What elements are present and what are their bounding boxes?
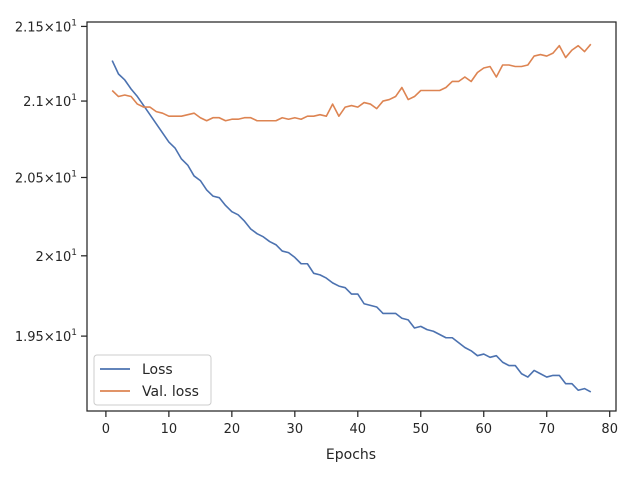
y-tick-label: 2.15×101 (15, 18, 77, 35)
y-axis: 1.95×101 2×101 2.05×101 2.1×101 2.15×101 (15, 18, 87, 345)
x-tick-label: 0 (102, 422, 110, 437)
series-line-loss (111, 60, 592, 393)
plot-frame (86, 21, 617, 412)
x-tick-label: 50 (413, 422, 430, 437)
y-tick-label: 2×101 (36, 248, 77, 265)
x-tick-label: 20 (224, 422, 241, 437)
x-axis-title: Epochs (326, 447, 376, 463)
x-tick-label: 10 (161, 422, 178, 437)
legend-label-val-loss: Val. loss (142, 384, 199, 400)
legend: Loss Val. loss (93, 354, 212, 406)
y-tick-label: 2.05×101 (15, 169, 77, 186)
x-tick-label: 30 (287, 422, 304, 437)
series-line-val-loss (111, 43, 592, 122)
x-axis: 0 10 20 30 40 50 60 70 80 (102, 411, 618, 437)
x-tick-label: 70 (538, 422, 555, 437)
plot-area (111, 43, 592, 393)
x-tick-label: 40 (350, 422, 367, 437)
x-tick-label: 60 (475, 422, 492, 437)
y-tick-label: 2.1×101 (23, 93, 77, 110)
x-tick-label: 80 (601, 422, 618, 437)
legend-label-loss: Loss (142, 362, 173, 378)
y-tick-label: 1.95×101 (15, 328, 77, 345)
legend-box (93, 354, 212, 406)
